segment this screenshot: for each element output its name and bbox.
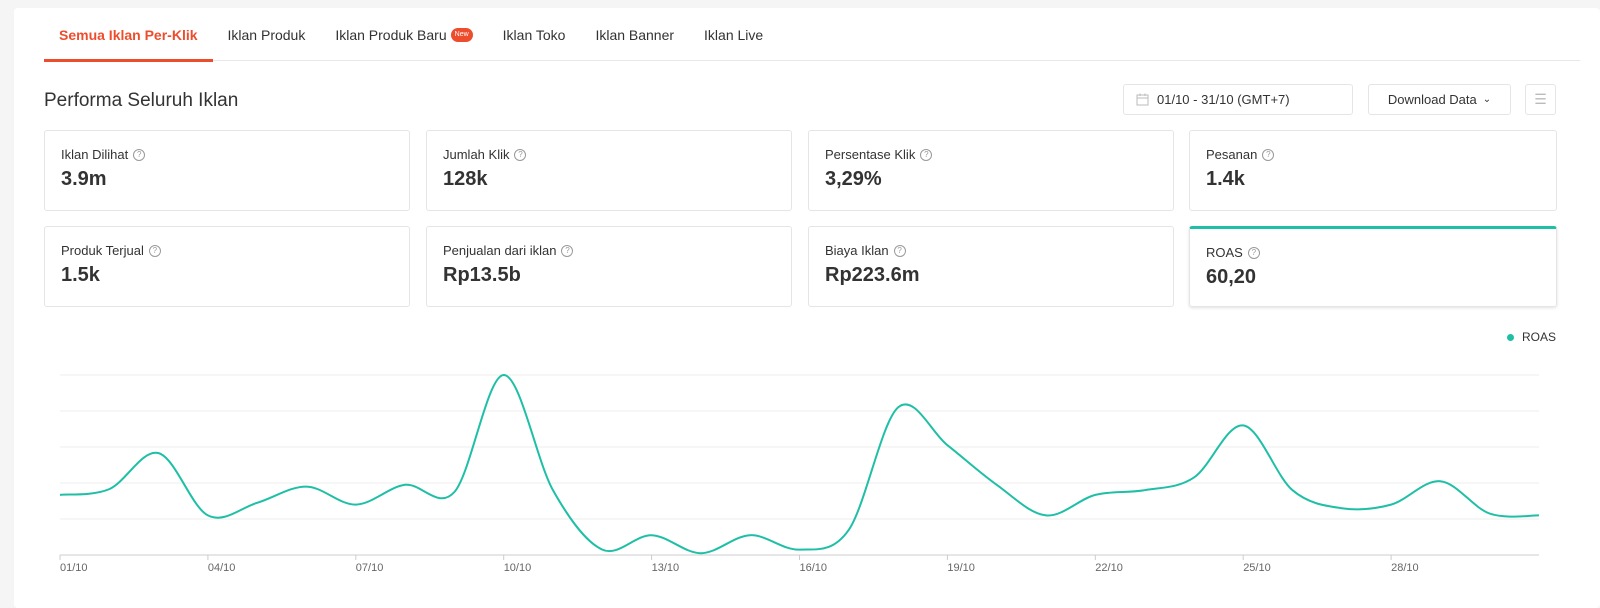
x-tick-label: 10/10: [504, 562, 532, 574]
metric-value: 3,29%: [825, 168, 882, 190]
help-icon[interactable]: ?: [1262, 148, 1275, 161]
chevron-down-icon: ⌄: [1482, 94, 1492, 105]
metric-card[interactable]: Biaya Iklan? Rp223.6m: [808, 226, 1174, 307]
legend-dot: [1506, 333, 1514, 341]
metric-card[interactable]: Persentase Klik? 3,29%: [808, 130, 1174, 211]
metric-label: Iklan Dilihat: [61, 147, 129, 162]
x-tick-label: 01/10: [60, 562, 88, 574]
metric-label: Persentase Klik: [825, 147, 916, 162]
help-icon[interactable]: ?: [893, 244, 906, 257]
menu-button[interactable]: ☰: [1525, 84, 1556, 115]
metric-value: 128k: [443, 168, 488, 190]
metric-value: Rp13.5b: [443, 264, 521, 286]
tab-all-cpc[interactable]: Semua Iklan Per-Klik: [44, 8, 213, 62]
tab-new-product-ads[interactable]: Iklan Produk Baru New: [320, 8, 487, 61]
metric-card[interactable]: Penjualan dari iklan? Rp13.5b: [426, 226, 792, 307]
metric-label: Biaya Iklan: [825, 243, 889, 258]
chart-legend[interactable]: ROAS: [1506, 330, 1556, 344]
metric-value: 1.4k: [1206, 168, 1245, 190]
x-tick-label: 13/10: [652, 562, 680, 574]
x-tick-label: 16/10: [800, 562, 828, 574]
tab-shop-ads[interactable]: Iklan Toko: [502, 26, 566, 43]
new-badge: New: [450, 27, 473, 42]
date-range-picker[interactable]: 01/10 - 31/10 (GMT+7): [1123, 84, 1353, 115]
help-icon[interactable]: ?: [133, 148, 146, 161]
metric-value: 3.9m: [61, 168, 107, 190]
ad-type-tabs: Semua Iklan Per-Klik Iklan Produk Iklan …: [44, 8, 1580, 62]
metric-value: 60,20: [1206, 266, 1257, 288]
x-tick-label: 07/10: [356, 562, 384, 574]
help-icon[interactable]: ?: [561, 244, 574, 257]
tab-banner-ads[interactable]: Iklan Banner: [595, 26, 675, 43]
x-tick-label: 04/10: [208, 562, 236, 574]
tab-product-ads[interactable]: Iklan Produk: [227, 26, 306, 43]
x-tick-label: 28/10: [1391, 562, 1419, 574]
x-tick-label: 22/10: [1095, 562, 1123, 574]
metric-card[interactable]: Pesanan? 1.4k: [1189, 130, 1557, 211]
ads-panel: Semua Iklan Per-Klik Iklan Produk Iklan …: [14, 8, 1600, 608]
help-icon[interactable]: ?: [148, 244, 161, 257]
metric-value: Rp223.6m: [825, 264, 920, 286]
metric-label: Pesanan: [1206, 147, 1258, 162]
metric-value: 1.5k: [61, 264, 100, 286]
metric-card[interactable]: Iklan Dilihat? 3.9m: [44, 130, 410, 211]
metric-label: ROAS: [1206, 245, 1243, 260]
help-icon[interactable]: ?: [514, 148, 527, 161]
page-title: Performa Seluruh Iklan: [44, 90, 239, 111]
metric-card[interactable]: ROAS? 60,20: [1189, 226, 1557, 307]
list-icon: ☰: [1534, 91, 1547, 107]
download-data-button[interactable]: Download Data ⌄: [1368, 84, 1511, 115]
help-icon[interactable]: ?: [1247, 246, 1260, 259]
calendar-icon: [1136, 93, 1149, 106]
x-tick-label: 19/10: [947, 562, 975, 574]
x-tick-label: 25/10: [1243, 562, 1271, 574]
metric-label: Jumlah Klik: [443, 147, 510, 162]
tab-live-ads[interactable]: Iklan Live: [704, 26, 764, 43]
metric-card[interactable]: Produk Terjual? 1.5k: [44, 226, 410, 307]
metric-card[interactable]: Jumlah Klik? 128k: [426, 130, 792, 211]
metric-label: Produk Terjual: [61, 243, 144, 258]
roas-series-line: [59, 373, 1540, 555]
metric-label: Penjualan dari iklan: [443, 243, 557, 258]
help-icon[interactable]: ?: [920, 148, 933, 161]
